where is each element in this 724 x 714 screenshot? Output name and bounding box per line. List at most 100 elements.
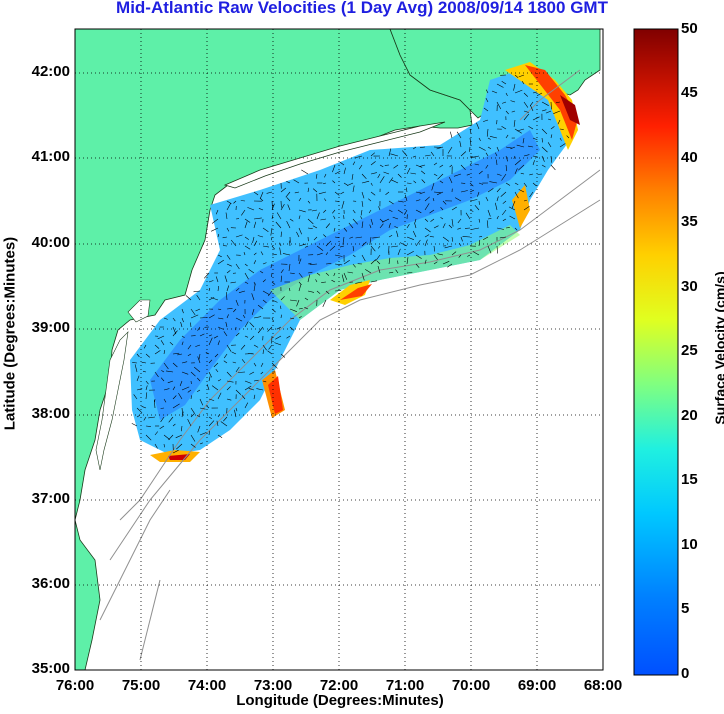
velocity-arrow [375,254,381,262]
velocity-arrow [467,254,471,257]
y-tick-label: 36:00 [31,575,70,592]
colorbar-tick: 40 [681,149,698,166]
velocity-arrow [196,389,201,392]
velocity-arrow [325,240,332,247]
velocity-arrow [241,209,246,216]
velocity-arrow [163,434,170,440]
velocity-arrow [235,299,239,306]
lat-lon-grid [75,29,603,670]
velocity-arrow [550,164,556,171]
velocity-arrow [404,209,408,216]
velocity-arrow [316,252,323,256]
velocity-arrow [550,101,552,110]
velocity-arrow [275,221,282,229]
x-axis-label: Longitude (Degrees:Minutes) [236,692,444,709]
velocity-arrow [163,443,165,448]
velocity-arrow [260,371,264,375]
velocity-arrow [309,263,318,265]
velocity-arrow [203,272,210,279]
velocity-arrow [442,261,450,265]
velocity-arrow [514,191,519,199]
velocity-arrow [234,409,237,418]
velocity-arrow [510,100,516,103]
velocity-arrow [213,335,219,339]
velocity-arrow [262,299,267,304]
velocity-arrow [243,252,246,256]
velocity-arrow [253,260,257,265]
velocity-arrow [206,405,210,409]
velocity-arrow [465,212,471,220]
velocity-arrow [226,308,233,310]
velocity-arrow [307,274,311,283]
velocity-arrow [235,263,240,270]
velocity-arrow [469,146,471,152]
velocity-arrow [501,173,507,181]
velocity-arrow [253,379,259,382]
velocity-arrow [280,187,287,193]
velocity-arrow [313,236,318,241]
velocity-arrow [253,191,259,196]
velocity-arrow [160,377,165,382]
velocity-arrow [522,137,525,144]
velocity-arrow [193,290,201,293]
velocity-arrow [460,236,463,242]
velocity-arrow [230,281,237,284]
velocity-arrow [495,152,498,157]
velocity-arrow [244,321,249,328]
velocity-arrow [304,307,309,310]
velocity-arrow [361,173,367,180]
velocity-arrow [491,90,498,94]
velocity-arrow [485,196,489,202]
velocity-arrow [161,370,165,373]
velocity-arrow [460,151,467,157]
velocity-arrow [424,227,431,233]
velocity-arrow [316,272,321,276]
velocity-arrow [348,222,354,229]
velocity-arrow [257,326,264,334]
velocity-arrow [271,281,276,285]
velocity-arrow [433,191,441,193]
velocity-arrow [271,272,273,277]
velocity-arrow [276,326,282,330]
velocity-arrow [242,314,246,319]
colorbar-tick: 35 [681,213,698,230]
velocity-arrow [437,173,444,180]
velocity-arrow [514,74,519,79]
velocity-arrow [206,384,210,391]
velocity-arrow [421,179,426,184]
velocity-arrow [388,148,392,157]
velocity-arrow [523,199,527,202]
velocity-arrow [487,245,492,254]
velocity-arrow [397,200,404,203]
velocity-arrow [215,276,219,283]
velocity-arrow [268,290,273,297]
velocity-arrow [505,146,512,149]
velocity-arrow [496,83,504,88]
velocity-arrow [508,206,516,211]
velocity-arrow [351,173,354,180]
y-tick-label: 42:00 [31,63,70,80]
velocity-arrow [244,218,251,223]
velocity-arrow [244,272,249,280]
velocity-arrow [528,125,534,130]
velocity-arrow [454,197,462,202]
velocity-arrow [487,146,492,149]
velocity-arrow [143,344,147,349]
velocity-arrow [157,335,165,340]
velocity-arrow [282,253,291,256]
velocity-arrow [388,257,391,265]
velocity-arrow [555,101,561,104]
velocity-arrow [392,216,399,220]
velocity-arrow [136,353,140,358]
velocity-arrow [241,359,246,364]
velocity-arrow [537,173,543,175]
velocity-arrow [274,342,282,346]
velocity-arrow [226,227,230,232]
velocity-arrow [513,119,516,127]
velocity-arrow [151,324,156,328]
velocity-arrow [271,200,273,209]
velocity-arrow [199,398,204,406]
velocity-arrow [199,317,207,319]
velocity-arrow [406,167,411,175]
velocity-arrow [190,407,195,414]
